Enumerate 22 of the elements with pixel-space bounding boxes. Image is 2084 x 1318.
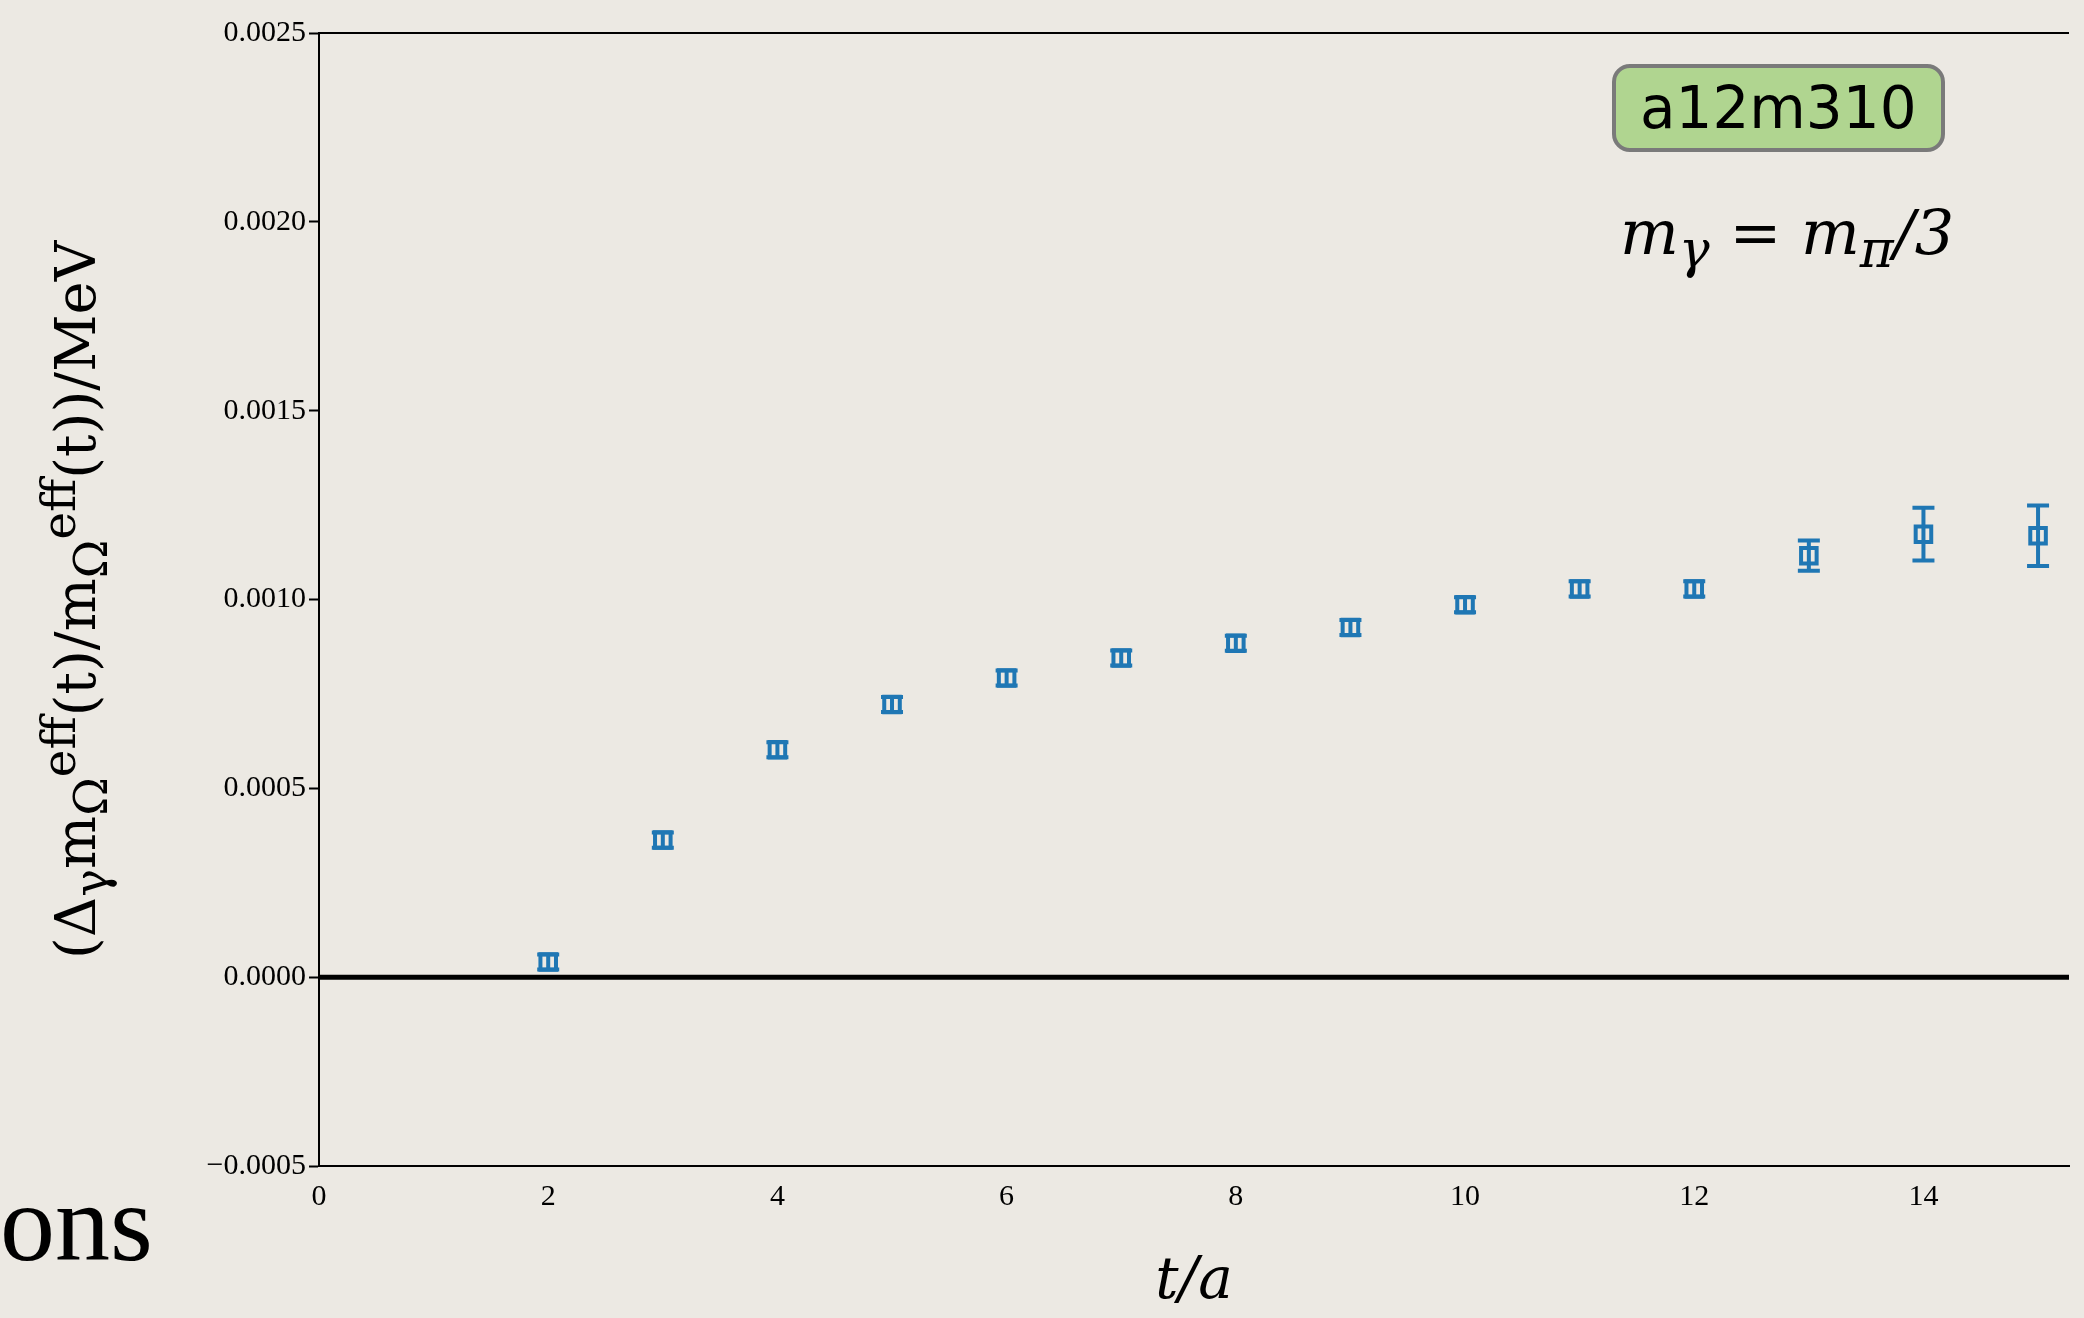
annotation: m$_{γ}$ = m$_{π}$/3 (1620, 196, 1955, 280)
x-tick-label: 8 (1228, 1177, 1244, 1211)
x-tick-label: 6 (999, 1177, 1015, 1211)
point (1913, 524, 1934, 544)
y-tick-label: 0.0015 (223, 391, 306, 425)
text: ons (0, 1161, 153, 1286)
x-tick-label: 2 (540, 1177, 556, 1211)
y-tick-label: −0.0005 (206, 1146, 306, 1180)
y-tick-label: 0.0020 (223, 202, 306, 236)
x-tick-label: 10 (1450, 1177, 1481, 1211)
x-tick-label: 0 (311, 1177, 327, 1211)
x-tick-label: 4 (769, 1177, 785, 1211)
point (2028, 525, 2048, 546)
y-tick-label: 0.0010 (223, 580, 306, 614)
x-axis-title: t/a (1155, 1244, 1233, 1313)
y-tick-label: 0.0025 (223, 13, 306, 47)
annotation: a12m310 (1612, 64, 1945, 152)
x-tick-label: 14 (1908, 1177, 1939, 1211)
x-tick-label: 12 (1679, 1177, 1710, 1211)
y-tick-label: 0.0005 (223, 769, 306, 803)
y-tick-label: 0.0000 (223, 958, 306, 992)
point (1799, 545, 1819, 566)
